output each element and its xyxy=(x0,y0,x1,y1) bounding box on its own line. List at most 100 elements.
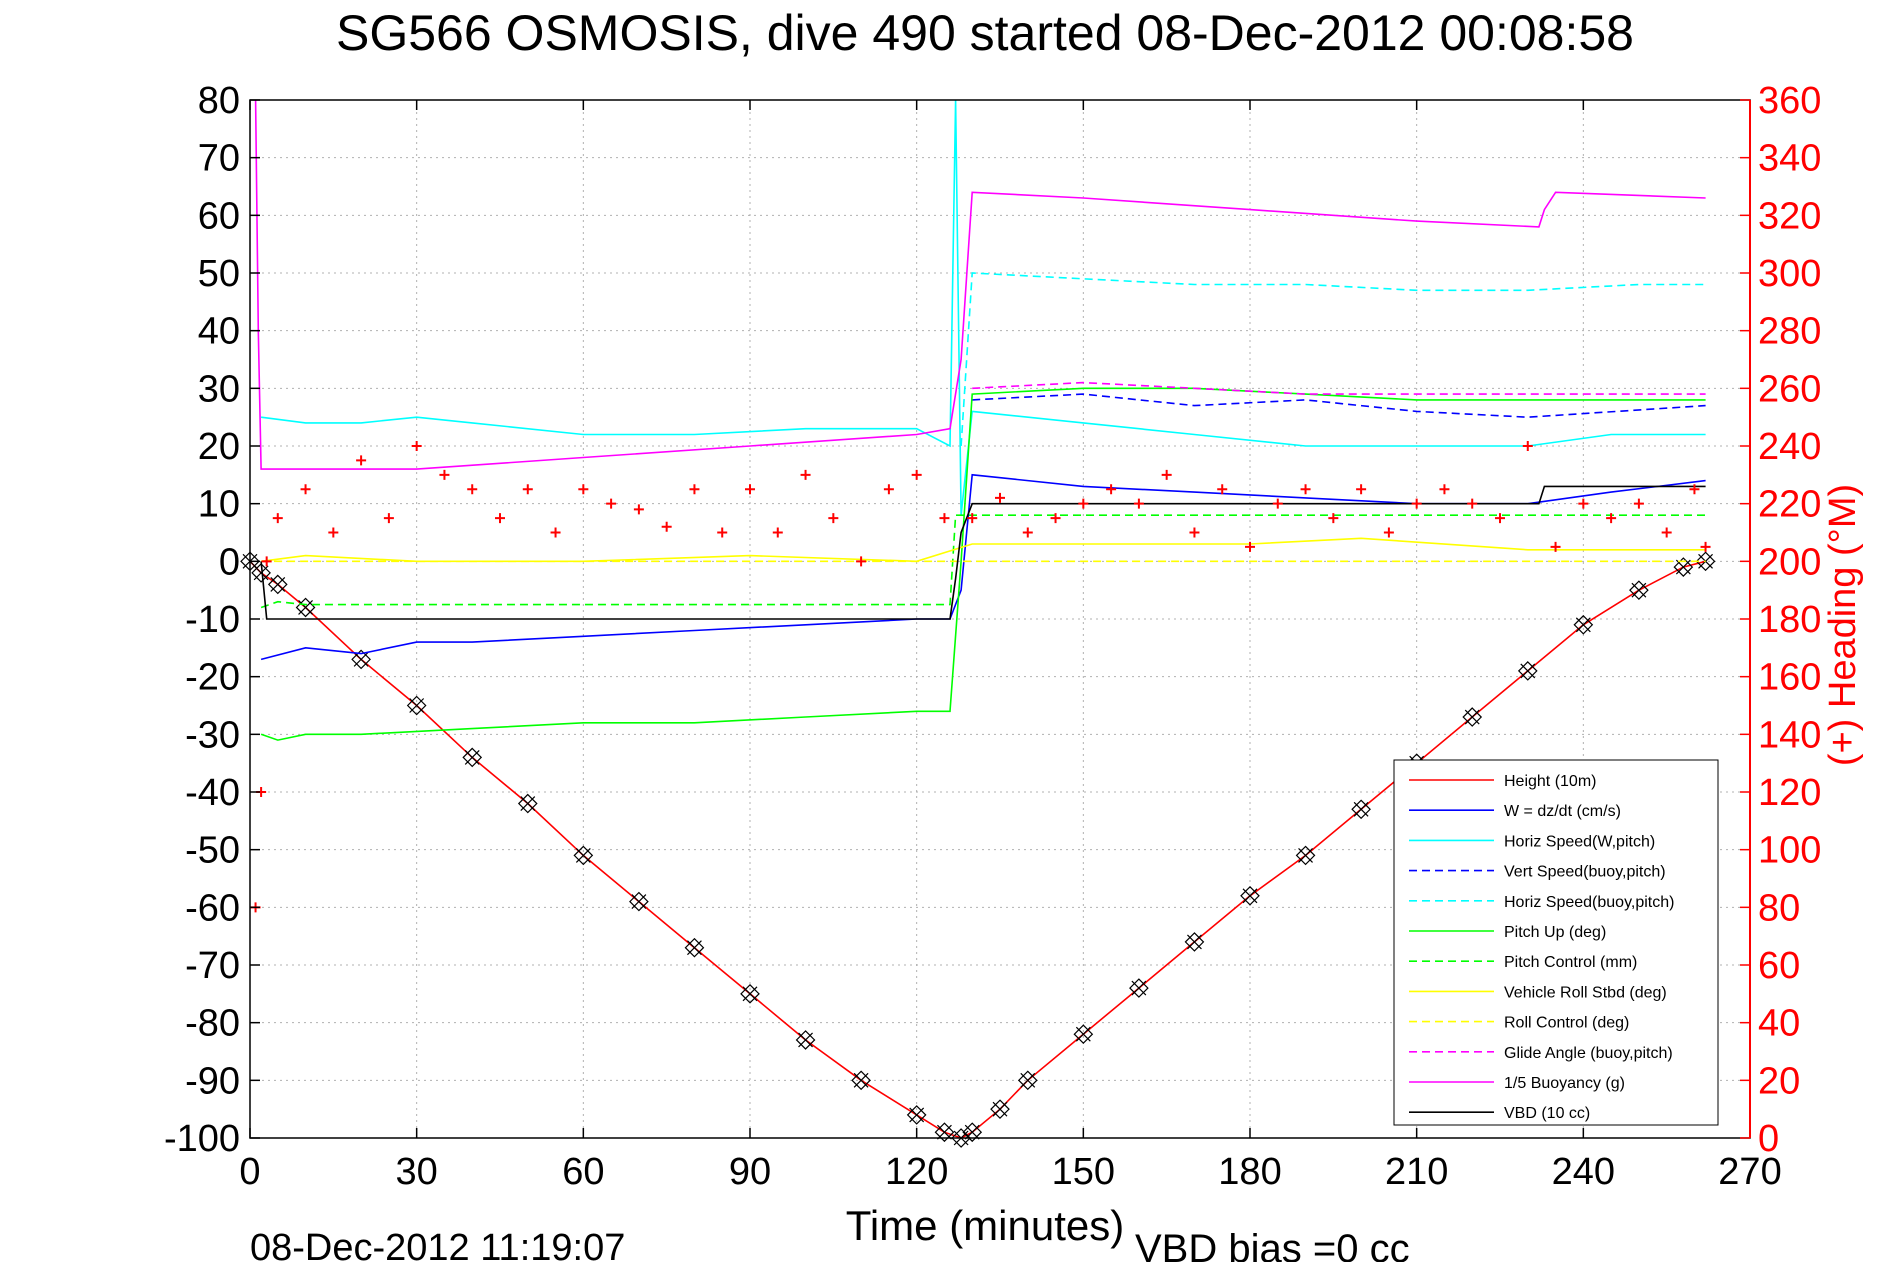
heading-marker xyxy=(1495,513,1505,524)
series-vbd-10-cc xyxy=(260,485,1706,620)
heading-marker xyxy=(467,484,478,495)
heading-marker xyxy=(995,492,1005,503)
heading-marker xyxy=(661,521,672,532)
height-marker xyxy=(351,649,371,670)
footer-vbd-bias: VBD bias =0 cc xyxy=(1135,1227,1410,1262)
y-tick-label: -20 xyxy=(185,657,240,699)
height-marker xyxy=(740,983,760,1004)
heading-marker xyxy=(328,527,339,538)
height-marker xyxy=(406,695,427,716)
y-tick-label: 60 xyxy=(198,195,240,237)
height-marker xyxy=(295,597,316,618)
height-marker xyxy=(1184,932,1205,952)
y-tick-label: -30 xyxy=(185,714,240,756)
heading-marker xyxy=(1245,541,1255,552)
heading-marker xyxy=(1050,513,1061,524)
series-horiz-speed-buoy-pitch xyxy=(960,272,1706,447)
heading-marker xyxy=(578,484,589,495)
height-marker xyxy=(1629,580,1649,601)
heading-marker xyxy=(1078,498,1089,509)
x-tick-label: 270 xyxy=(1718,1151,1781,1193)
y-tick-label: 20 xyxy=(198,426,240,468)
heading-marker xyxy=(828,513,839,524)
heading-marker xyxy=(495,513,505,524)
heading-marker xyxy=(1300,484,1311,495)
height-marker xyxy=(851,1070,871,1091)
height-marker xyxy=(573,845,594,866)
heading-marker xyxy=(411,441,422,451)
height-marker xyxy=(1129,978,1149,998)
height-marker xyxy=(1295,845,1316,866)
x-tick-label: 150 xyxy=(1052,1151,1115,1193)
heading-marker xyxy=(1606,513,1617,524)
heading-marker xyxy=(1689,484,1700,495)
series-vehicle-roll-stbd-deg xyxy=(260,537,1706,563)
y2-tick-label: 240 xyxy=(1758,426,1821,468)
x-tick-label: 210 xyxy=(1385,1151,1448,1193)
y-tick-label: 80 xyxy=(198,80,240,122)
heading-marker xyxy=(800,469,811,480)
legend-label: Glide Angle (buoy,pitch) xyxy=(1504,1045,1673,1062)
heading-marker xyxy=(689,484,700,495)
legend-label: Vehicle Roll Stbd (deg) xyxy=(1504,984,1667,1001)
heading-marker xyxy=(1133,498,1144,509)
heading-marker xyxy=(1217,484,1228,495)
series-pitch-up-deg xyxy=(260,387,1706,741)
y-tick-label: 30 xyxy=(198,368,240,410)
heading-marker xyxy=(1383,527,1394,538)
x-tick-label: 90 xyxy=(729,1151,771,1193)
heading-marker xyxy=(272,513,283,524)
y2-tick-label: 40 xyxy=(1758,1003,1800,1045)
height-marker xyxy=(1073,1024,1094,1045)
height-marker xyxy=(517,793,538,814)
y2-tick-label: 360 xyxy=(1758,80,1821,122)
legend-box xyxy=(1393,759,1719,1126)
heading-marker xyxy=(1522,441,1533,451)
y2-tick-label: 340 xyxy=(1758,138,1821,180)
height-marker xyxy=(684,937,705,958)
y-tick-label: 50 xyxy=(198,253,240,295)
heading-marker xyxy=(300,484,311,495)
y2-tick-label: 0 xyxy=(1758,1118,1779,1160)
axis-ticks: 0 30 60 90 120 150 180 210 240 270 80 70 60 50 40 30 20 1… xyxy=(164,80,1821,1193)
heading-marker xyxy=(1161,469,1172,480)
heading-marker xyxy=(383,513,394,524)
height-marker xyxy=(990,1099,1010,1120)
legend-label: Vert Speed(buoy,pitch) xyxy=(1504,864,1666,881)
y2-tick-label: 80 xyxy=(1758,887,1800,929)
height-marker xyxy=(1351,799,1371,820)
legend-label: Height (10m) xyxy=(1504,773,1596,790)
legend-label: Pitch Control (mm) xyxy=(1504,954,1637,971)
y2-tick-label: 180 xyxy=(1758,599,1821,641)
heading-marker xyxy=(606,498,617,509)
height-marker xyxy=(462,747,483,768)
heading-marker xyxy=(1106,484,1117,495)
heading-marker xyxy=(856,556,867,567)
y2-tick-label: 280 xyxy=(1758,311,1821,353)
series-line xyxy=(960,272,1706,447)
series-glide-angle-buoy-pitch xyxy=(972,381,1706,395)
heading-marker xyxy=(1700,541,1711,552)
y-tick-label: -60 xyxy=(185,887,240,929)
height-marker xyxy=(1673,557,1694,577)
y-tick-label: 70 xyxy=(198,138,240,180)
height-marker xyxy=(906,1105,927,1125)
series-line xyxy=(260,514,1706,609)
y-tick-label: 0 xyxy=(219,541,240,583)
y2-tick-label: 220 xyxy=(1758,484,1821,526)
x-tick-label: 120 xyxy=(885,1151,948,1193)
y2-tick-label: 320 xyxy=(1758,195,1821,237)
y2-tick-label: 120 xyxy=(1758,772,1821,814)
series-line xyxy=(260,473,1706,661)
height-marker xyxy=(1517,661,1538,681)
height-marker xyxy=(629,891,649,912)
series-w-dz-dt-cm-s xyxy=(260,473,1706,661)
heading-marker xyxy=(439,469,450,480)
height-marker xyxy=(934,1122,955,1143)
x-tick-label: 240 xyxy=(1552,1151,1615,1193)
y-tick-label: 40 xyxy=(198,311,240,353)
heading-marker xyxy=(1411,498,1422,509)
series-pitch-control-mm xyxy=(260,514,1706,609)
x-tick-label: 30 xyxy=(396,1151,438,1193)
